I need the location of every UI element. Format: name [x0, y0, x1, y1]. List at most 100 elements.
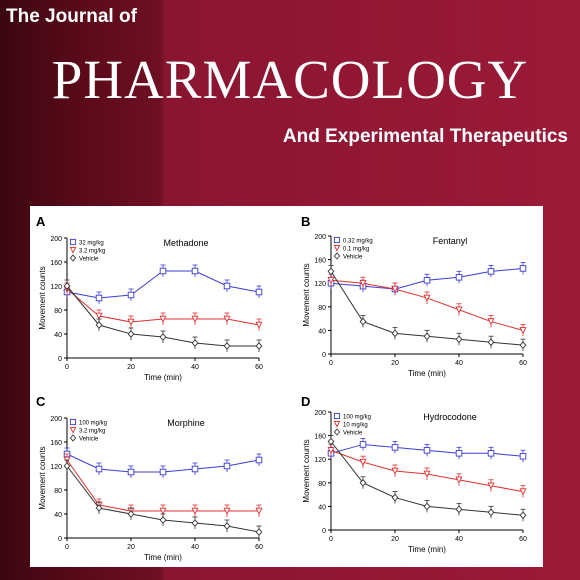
y-tick-label: 200: [314, 234, 326, 241]
journal-title-line1: The Journal of: [6, 6, 137, 27]
data-point: [69, 418, 77, 426]
data-point: [519, 265, 527, 272]
y-tick-label: 80: [54, 308, 62, 315]
y-axis-label: Movement counts: [302, 263, 311, 326]
data-point: [519, 488, 527, 496]
data-point: [455, 450, 463, 457]
data-point: [223, 462, 231, 470]
x-tick-label: 20: [127, 364, 135, 371]
data-point: [327, 267, 335, 276]
data-point: [255, 507, 263, 515]
data-point: [95, 321, 103, 329]
y-tick-label: 160: [50, 260, 62, 267]
data-point: [519, 341, 527, 350]
data-point: [391, 444, 399, 451]
y-tick-label: 0: [58, 536, 62, 543]
data-point: [127, 468, 135, 476]
legend-entry: 0.1 mg/kg: [343, 247, 369, 253]
y-axis-label: Movement counts: [302, 439, 311, 502]
data-point: [95, 504, 103, 512]
data-point: [159, 267, 167, 275]
data-point: [255, 288, 263, 296]
y-tick-label: 160: [314, 258, 326, 265]
legend-entry: Vehicle: [343, 255, 363, 261]
legend-entry: Vehicle: [343, 431, 363, 437]
x-tick-label: 0: [329, 360, 333, 367]
data-point: [359, 478, 367, 487]
x-tick-label: 40: [455, 360, 463, 367]
y-tick-label: 160: [50, 440, 62, 447]
data-point: [223, 342, 231, 350]
chart-title: Methadone: [164, 238, 209, 248]
data-point: [159, 315, 167, 323]
data-point: [519, 511, 527, 520]
data-point: [455, 476, 463, 484]
data-point: [333, 244, 341, 252]
x-tick-label: 0: [329, 536, 333, 543]
data-point: [159, 516, 167, 524]
chart-panel-a: A Methadone 0 40 80 120 160 200 0 20 40 60 Time (min…: [36, 214, 263, 382]
y-tick-label: 80: [54, 488, 62, 495]
y-tick-label: 0: [322, 528, 326, 535]
data-point: [127, 510, 135, 518]
legend-entry: 3.2 mg/kg: [79, 249, 105, 255]
data-point: [359, 279, 367, 288]
y-axis-label: Movement counts: [38, 266, 47, 329]
data-point: [191, 339, 199, 347]
data-point: [487, 450, 495, 457]
data-point: [255, 528, 263, 536]
data-point: [333, 236, 341, 244]
data-point: [519, 452, 527, 460]
x-tick-label: 0: [65, 364, 69, 371]
data-point: [223, 282, 231, 290]
data-point: [333, 428, 341, 436]
data-point: [127, 330, 135, 338]
y-tick-label: 40: [318, 328, 326, 335]
y-tick-label: 0: [322, 352, 326, 359]
x-tick-label: 60: [255, 364, 263, 371]
chart-title: Hydrocodone: [423, 412, 477, 422]
legend-entry: Vehicle: [79, 437, 99, 443]
data-point: [127, 318, 135, 326]
y-tick-label: 40: [318, 504, 326, 511]
y-tick-label: 120: [50, 284, 62, 291]
journal-title-line2: And Experimental Therapeutics: [282, 126, 568, 147]
data-point: [255, 321, 263, 329]
x-tick-label: 60: [255, 544, 263, 551]
legend-entry: 10 mg/kg: [343, 423, 368, 429]
data-point: [127, 291, 135, 299]
data-point: [327, 437, 335, 446]
data-point: [423, 294, 431, 302]
data-point: [191, 507, 199, 515]
x-tick-label: 20: [391, 536, 399, 543]
legend-entry: 100 mg/kg: [79, 421, 107, 427]
legend-entry: Vehicle: [79, 257, 99, 263]
y-axis-label: Movement counts: [38, 446, 47, 509]
data-point: [69, 246, 77, 254]
data-point: [423, 276, 431, 284]
y-tick-label: 200: [314, 410, 326, 417]
data-point: [223, 507, 231, 515]
x-tick-label: 40: [455, 536, 463, 543]
data-point: [95, 294, 103, 302]
data-point: [391, 329, 399, 338]
data-point: [455, 274, 463, 281]
legend-entry: 0.32 mg/kg: [343, 239, 373, 245]
x-axis-label: Time (min): [144, 553, 182, 562]
x-tick-label: 40: [191, 544, 199, 551]
data-point: [191, 315, 199, 323]
data-point: [391, 467, 399, 475]
chart-title: Fentanyl: [433, 236, 468, 246]
data-point: [63, 282, 71, 290]
data-point: [159, 468, 167, 476]
data-point: [333, 420, 341, 428]
data-point: [455, 335, 463, 344]
x-tick-label: 20: [127, 544, 135, 551]
panel-letter: C: [36, 394, 46, 409]
data-point: [223, 522, 231, 530]
data-point: [455, 505, 463, 514]
x-axis-label: Time (min): [408, 545, 446, 554]
y-tick-label: 40: [54, 512, 62, 519]
